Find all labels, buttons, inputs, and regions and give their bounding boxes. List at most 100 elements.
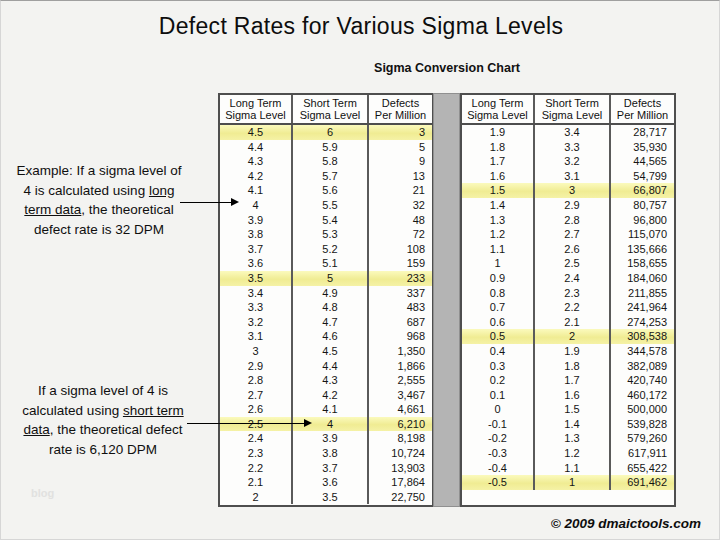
cell-dpm: 72 (369, 227, 432, 242)
cell-lt: 2.9 (220, 359, 293, 374)
table-row: -0.31.2617,911 (462, 446, 674, 461)
annotation-long-term: Example: If a sigma level of 4 is calcul… (13, 161, 185, 239)
cell-st: 1.5 (535, 402, 611, 417)
cell-dpm: 3 (369, 125, 432, 140)
cell-st: 5.4 (293, 213, 369, 228)
header-line: Short Term (293, 97, 367, 110)
table-row: 4.45.95 (220, 140, 432, 155)
cell-lt: -0.2 (462, 431, 535, 446)
cell-lt: 3.6 (220, 256, 293, 271)
table-row: -0.41.1655,422 (462, 461, 674, 476)
table-row: 3.44.9337 (220, 286, 432, 301)
cell-st: 5.9 (293, 140, 369, 155)
cell-dpm: 8,198 (369, 431, 432, 446)
blog-watermark: blog (31, 487, 54, 499)
cell-dpm: 158,655 (611, 256, 674, 271)
cell-lt: 1 (462, 256, 535, 271)
table-row: 1.22.7115,070 (462, 227, 674, 242)
cell-lt: 4.3 (220, 154, 293, 169)
cell-lt: 3.7 (220, 242, 293, 257)
table-row: 1.73.244,565 (462, 154, 674, 169)
cell-lt: 3 (220, 344, 293, 359)
cell-st: 1 (535, 475, 611, 490)
cell-dpm: 96,800 (611, 213, 674, 228)
cell-lt: 2.5 (220, 417, 293, 432)
cell-st: 2 (535, 329, 611, 344)
cell-lt: 1.7 (462, 154, 535, 169)
cell-st: 3.1 (535, 169, 611, 184)
cell-dpm: 21 (369, 183, 432, 198)
table-row: 3.95.448 (220, 213, 432, 228)
cell-dpm: 308,538 (611, 329, 674, 344)
table-header-row: Long Term Sigma Level Short Term Sigma L… (220, 95, 432, 125)
cell-dpm: 44,565 (611, 154, 674, 169)
arrow-long-term (180, 202, 232, 203)
cell-dpm: 274,253 (611, 315, 674, 330)
cell-dpm: 9 (369, 154, 432, 169)
cell-lt: 3.1 (220, 329, 293, 344)
cell-dpm: 115,070 (611, 227, 674, 242)
cell-lt: 0.4 (462, 344, 535, 359)
header-line: Defects (369, 97, 432, 110)
table-row: 45.532 (220, 198, 432, 213)
table-row: 3.34.8483 (220, 300, 432, 315)
annotation-short-term: If a sigma level of 4 is calculated usin… (15, 381, 191, 459)
cell-st: 4.1 (293, 402, 369, 417)
cell-st: 5.8 (293, 154, 369, 169)
cell-dpm: 17,864 (369, 475, 432, 490)
cell-dpm: 420,740 (611, 373, 674, 388)
table-row: 0.82.3211,855 (462, 286, 674, 301)
cell-lt: 1.6 (462, 169, 535, 184)
cell-lt: -0.4 (462, 461, 535, 476)
cell-lt: 0 (462, 402, 535, 417)
cell-lt: 2 (220, 490, 293, 505)
cell-dpm: 135,666 (611, 242, 674, 257)
cell-lt: 1.5 (462, 183, 535, 198)
cell-lt: 0.3 (462, 359, 535, 374)
cell-st: 3.8 (293, 446, 369, 461)
table-row: 0.62.1274,253 (462, 315, 674, 330)
cell-dpm: 22,750 (369, 490, 432, 505)
cell-dpm: 108 (369, 242, 432, 257)
cell-st: 5.7 (293, 169, 369, 184)
cell-dpm: 13 (369, 169, 432, 184)
cell-dpm: 4,661 (369, 402, 432, 417)
cell-st: 1.7 (535, 373, 611, 388)
header-line: Sigma Level (220, 109, 291, 122)
column-header-long-term: Long Term Sigma Level (462, 95, 535, 123)
cell-lt: 3.3 (220, 300, 293, 315)
cell-st: 1.1 (535, 461, 611, 476)
cell-dpm: 54,799 (611, 169, 674, 184)
cell-st: 2.6 (535, 242, 611, 257)
cell-lt: 4.4 (220, 140, 293, 155)
table-row: 12.5158,655 (462, 256, 674, 271)
cell-st: 1.3 (535, 431, 611, 446)
cell-lt: -0.5 (462, 475, 535, 490)
table-row: 3.14.6968 (220, 329, 432, 344)
cell-st: 5.3 (293, 227, 369, 242)
cell-dpm: 233 (369, 271, 432, 286)
cell-st: 3.7 (293, 461, 369, 476)
cell-dpm: 483 (369, 300, 432, 315)
page-title: Defect Rates for Various Sigma Levels (1, 13, 720, 40)
table-row: 3.75.2108 (220, 242, 432, 257)
table-row: 0.21.7420,740 (462, 373, 674, 388)
table-row: 1.93.428,717 (462, 125, 674, 140)
cell-st: 4.7 (293, 315, 369, 330)
cell-lt: 2.8 (220, 373, 293, 388)
table-row: 23.522,750 (220, 490, 432, 505)
header-line: Sigma Level (293, 109, 367, 122)
cell-dpm: 382,089 (611, 359, 674, 374)
cell-dpm: 6,210 (369, 417, 432, 432)
cell-lt: 4.2 (220, 169, 293, 184)
cell-lt: -0.3 (462, 446, 535, 461)
cell-st: 4.6 (293, 329, 369, 344)
table-row: 0.11.6460,172 (462, 388, 674, 403)
table-row: 2.546,210 (220, 417, 432, 432)
table-row: 01.5500,000 (462, 402, 674, 417)
cell-lt: 3.8 (220, 227, 293, 242)
cell-st: 3.4 (535, 125, 611, 140)
cell-dpm: 159 (369, 256, 432, 271)
cell-dpm: 211,855 (611, 286, 674, 301)
cell-lt: 0.9 (462, 271, 535, 286)
